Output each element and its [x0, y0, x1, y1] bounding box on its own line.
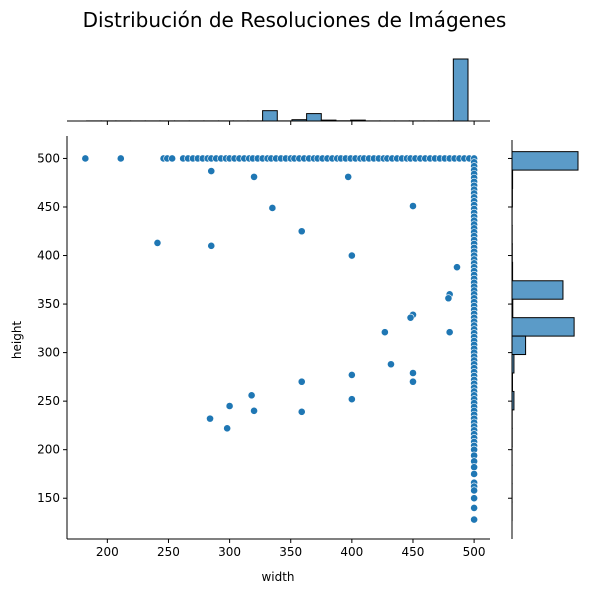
scatter-point: [445, 328, 454, 337]
scatter-point: [387, 360, 395, 369]
y-tick-label: 200: [37, 443, 60, 457]
x-tick-label: 450: [402, 545, 425, 559]
top-hist-bar: [452, 58, 469, 122]
scatter-point: [344, 172, 353, 181]
top-hist-bar: [320, 119, 337, 122]
scatter-point: [206, 414, 214, 423]
top-hist-bar: [291, 119, 308, 122]
scatter-point: [347, 251, 356, 260]
scatter-point: [470, 515, 479, 524]
scatter-point: [380, 328, 389, 337]
right-hist-bar: [511, 317, 575, 337]
x-tick-label: 350: [279, 545, 302, 559]
right-hist-bar: [511, 151, 579, 171]
scatter-point: [168, 154, 177, 163]
scatter-point: [223, 424, 232, 433]
y-tick-label: 250: [37, 394, 60, 408]
y-axis-label: height: [10, 321, 24, 360]
scatter-point: [116, 154, 125, 163]
y-tick-label: 450: [37, 200, 60, 214]
scatter-point: [409, 369, 417, 377]
scatter-point: [347, 371, 356, 379]
y-tick-label: 350: [37, 297, 60, 311]
scatter-point: [470, 486, 479, 495]
scatter-point: [81, 154, 90, 163]
scatter-point: [247, 391, 256, 400]
x-axis-ticks: 200 250 300 350 400 450 500: [96, 121, 486, 559]
right-marginal-histogram: [511, 140, 579, 539]
scatter-point: [444, 294, 453, 303]
y-axis-ticks: 150 200 250 300 350 400 450 500: [37, 151, 512, 505]
scatter-point: [409, 377, 417, 386]
scatter-point: [225, 402, 234, 410]
x-tick-label: 500: [463, 545, 486, 559]
right-hist-bar: [511, 390, 515, 411]
scatter-point: [406, 313, 415, 322]
right-hist-bar: [511, 298, 514, 319]
y-tick-label: 500: [37, 151, 60, 165]
scatter-point: [268, 204, 277, 212]
scatter-point: [250, 172, 258, 181]
scatter-point: [347, 395, 356, 404]
scatter-point: [207, 167, 216, 175]
scatter-point: [297, 407, 306, 416]
scatter-point: [470, 470, 479, 478]
right-hist-bar: [511, 169, 514, 190]
top-hist-bar: [350, 119, 366, 122]
right-hist-bar: [511, 261, 514, 282]
x-tick-label: 200: [96, 545, 119, 559]
scatter-point: [250, 406, 258, 415]
top-hist-bar: [262, 110, 278, 122]
right-hist-bar: [511, 335, 527, 356]
y-tick-label: 300: [37, 346, 60, 360]
scatter-point: [153, 239, 162, 247]
x-tick-label: 400: [340, 545, 363, 559]
scatter-point: [297, 377, 306, 386]
y-tick-label: 150: [37, 491, 60, 505]
scatter-points: [81, 154, 479, 524]
scatter-point: [470, 494, 479, 503]
chart-title: Distribución de Resoluciones de Imágenes: [82, 8, 507, 32]
scatter-point: [409, 202, 417, 210]
right-hist-bar: [511, 354, 515, 374]
scatter-point: [297, 227, 306, 236]
scatter-point: [207, 241, 216, 250]
scatter-point: [470, 504, 479, 512]
top-hist-bar: [306, 113, 322, 122]
x-tick-label: 250: [157, 545, 180, 559]
x-tick-label: 300: [218, 545, 241, 559]
scatter-point: [453, 263, 461, 272]
right-hist-bar: [511, 280, 564, 300]
x-axis-label: width: [261, 570, 294, 584]
scatter-point: [470, 463, 479, 472]
y-tick-label: 400: [37, 249, 60, 263]
top-marginal-histogram: [67, 58, 490, 122]
main-scatter-axes: [66, 136, 490, 540]
